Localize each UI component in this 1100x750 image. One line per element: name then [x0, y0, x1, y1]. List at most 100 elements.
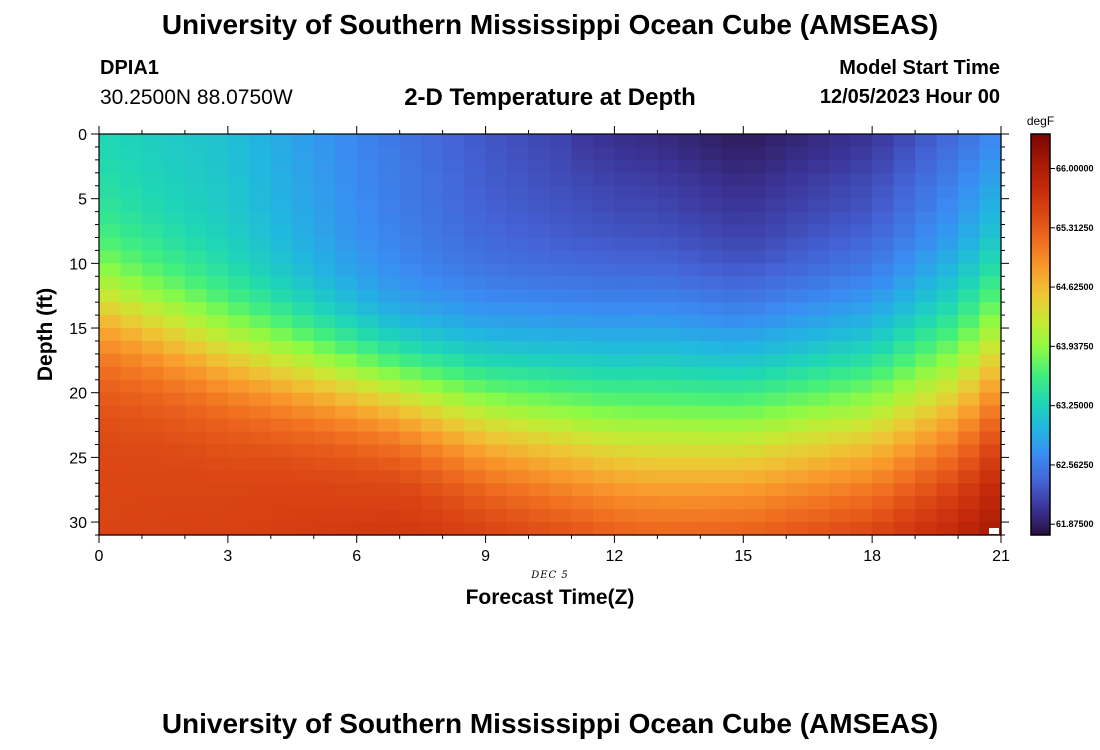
heatmap-cell — [850, 172, 873, 187]
heatmap-cell — [442, 211, 465, 226]
heatmap-cell — [571, 353, 594, 368]
heatmap-cell — [915, 224, 938, 239]
heatmap-cell — [184, 379, 207, 394]
heatmap-cell — [571, 185, 594, 200]
heatmap-cell — [915, 302, 938, 316]
heatmap-cell — [249, 289, 272, 303]
heatmap-cell — [528, 315, 551, 329]
heatmap-cell — [163, 159, 186, 174]
heatmap-cell — [292, 289, 315, 303]
heatmap-cell — [915, 509, 938, 523]
heatmap-cell — [979, 392, 1002, 407]
heatmap-cell — [335, 146, 358, 161]
heatmap-cell — [743, 392, 766, 407]
heatmap-cell — [915, 134, 938, 148]
heatmap-cell — [958, 431, 981, 446]
heatmap-cell — [292, 302, 315, 316]
heatmap-cell — [743, 185, 766, 200]
heatmap-cell — [614, 340, 637, 355]
heatmap-cell — [915, 444, 938, 458]
heatmap-cell — [807, 353, 830, 368]
heatmap-cell — [850, 340, 873, 355]
heatmap-cell — [614, 366, 637, 381]
heatmap-cell — [807, 224, 830, 239]
heatmap-cell — [184, 276, 207, 290]
heatmap-cell — [99, 276, 122, 290]
heatmap-cell — [120, 315, 143, 329]
heatmap-cell — [700, 224, 723, 239]
heatmap-cell — [464, 237, 487, 252]
heatmap-cell — [313, 328, 336, 342]
heatmap-cell — [936, 198, 959, 213]
heatmap-cell — [270, 237, 293, 252]
heatmap-cell — [571, 198, 594, 213]
heatmap-cell — [378, 315, 401, 329]
heatmap-cell — [399, 353, 422, 368]
heatmap-cell — [399, 418, 422, 433]
heatmap-cell — [850, 276, 873, 290]
heatmap-cell — [399, 237, 422, 252]
heatmap-cell — [249, 224, 272, 239]
heatmap-cell — [184, 237, 207, 252]
heatmap-cell — [464, 172, 487, 187]
heatmap-cell — [464, 431, 487, 446]
heatmap-cell — [206, 353, 229, 368]
heatmap-cell — [464, 315, 487, 329]
heatmap-cell — [120, 172, 143, 187]
heatmap-cell — [700, 470, 723, 484]
heatmap-cell — [356, 405, 379, 420]
heatmap-cell — [872, 134, 895, 148]
heatmap-cell — [743, 172, 766, 187]
heatmap-cell — [807, 366, 830, 381]
heatmap-cell — [893, 211, 916, 226]
heatmap-cell — [807, 483, 830, 497]
heatmap-cell — [829, 340, 852, 355]
heatmap-cell — [829, 302, 852, 316]
heatmap-cell — [99, 211, 122, 226]
heatmap-cell — [721, 522, 744, 536]
heatmap-cell — [958, 522, 981, 536]
heatmap-cell — [807, 159, 830, 174]
heatmap-cell — [270, 457, 293, 471]
heatmap-cell — [141, 276, 165, 290]
heatmap-cell — [936, 146, 959, 161]
x-tick-label: 9 — [481, 548, 490, 565]
heatmap-cell — [592, 276, 616, 290]
heatmap-cell — [657, 328, 680, 342]
heatmap-cell — [464, 418, 487, 433]
heatmap-cell — [700, 522, 723, 536]
heatmap-cell — [528, 340, 551, 355]
heatmap-cell — [270, 289, 293, 303]
heatmap-cell — [249, 470, 272, 484]
heatmap-cell — [743, 483, 766, 497]
heatmap-cell — [807, 172, 830, 187]
colorbar-tick-label: 63.25000 — [1056, 401, 1094, 411]
heatmap-cell — [421, 146, 444, 161]
heatmap-cell — [936, 366, 959, 381]
heatmap-cell — [356, 457, 379, 471]
heatmap-cell — [635, 185, 658, 200]
heatmap-cell — [635, 496, 658, 510]
heatmap-cell — [249, 522, 272, 536]
heatmap-cell — [421, 250, 444, 264]
heatmap-cell — [915, 146, 938, 161]
heatmap-cell — [399, 431, 422, 446]
heatmap-cell — [872, 509, 895, 523]
heatmap-cell — [335, 134, 358, 148]
heatmap-cell — [249, 444, 272, 458]
heatmap-cell — [507, 418, 530, 433]
heatmap-cell — [893, 353, 916, 368]
heatmap-cell — [786, 340, 809, 355]
heatmap-cell — [764, 392, 787, 407]
heatmap-cell — [442, 328, 465, 342]
heatmap-cell — [807, 431, 830, 446]
heatmap-cell — [313, 185, 336, 200]
heatmap-cell — [335, 237, 358, 252]
heatmap-cell — [979, 224, 1002, 239]
heatmap-cell — [936, 276, 959, 290]
heatmap-cell — [120, 405, 143, 420]
heatmap-cell — [635, 224, 658, 239]
heatmap-cell — [700, 457, 723, 471]
heatmap-cell — [141, 470, 165, 484]
heatmap-cell — [550, 483, 573, 497]
